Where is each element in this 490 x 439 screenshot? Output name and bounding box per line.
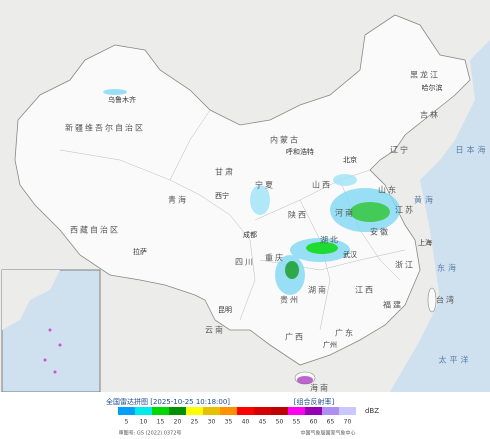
province-label: 广东 [335, 328, 355, 338]
province-label: 新疆维吾尔自治区 [65, 123, 145, 133]
inset-islands [43, 328, 62, 374]
province-label: 宁夏 [255, 180, 275, 190]
approval-number: 审图号: GS (2022) 0372号 [119, 430, 182, 437]
province-label: 浙江 [395, 260, 415, 270]
city-label: 广州 [323, 340, 337, 349]
scale-label: 50 [276, 419, 284, 426]
province-label: 重庆 [265, 253, 285, 263]
province-label: 福建 [383, 300, 403, 310]
scale-label: 30 [208, 419, 216, 426]
sea-label: 日本海 [456, 145, 489, 155]
scale-swatch [254, 407, 271, 415]
color-scale: 5 10 15 20 25 30 35 40 45 50 55 60 65 70 [118, 407, 356, 426]
scale-label: 25 [191, 419, 199, 426]
province-label: 台湾 [436, 295, 456, 305]
scale-label: 10 [140, 419, 148, 426]
province-label: 辽宁 [390, 145, 410, 155]
scale-swatch [220, 407, 237, 415]
scale-swatch [186, 407, 203, 415]
city-label: 西宁 [215, 191, 229, 200]
scale-label: 70 [344, 419, 352, 426]
taiwan [427, 287, 437, 313]
province-label: 西藏自治区 [70, 225, 120, 235]
inset-land [2, 270, 60, 330]
scale-label: 65 [327, 419, 335, 426]
radar-echo [103, 89, 400, 384]
scale-swatch [135, 407, 152, 415]
scale-label: 60 [310, 419, 318, 426]
province-label: 江西 [355, 286, 375, 295]
province-label: 甘肃 [215, 167, 235, 177]
city-label: 昆明 [218, 306, 232, 314]
sea-label: 黄海 [414, 195, 436, 205]
china-outline [14, 14, 471, 366]
scale-label: 15 [157, 419, 165, 426]
province-label: 黑龙江 [410, 70, 440, 80]
city-label: 北京 [343, 155, 357, 164]
legend-product: [组合反射率] [294, 397, 335, 406]
province-label: 湖南 [308, 285, 328, 295]
scale-swatch [118, 407, 135, 415]
legend-unit: dBZ [365, 407, 379, 415]
scale-label: 20 [174, 419, 182, 426]
province-label: 山西 [312, 180, 332, 190]
scale-swatch [152, 407, 169, 415]
province-label: 山东 [378, 185, 398, 195]
scale-label: 35 [225, 419, 233, 426]
province-label: 安徽 [370, 227, 390, 237]
province-label: 广西 [285, 332, 305, 342]
scale-swatch [305, 407, 322, 415]
province-label: 贵州 [280, 295, 300, 305]
sea-label: 东海 [437, 263, 459, 273]
legend-title: 全国雷达拼图 [2025-10-25 10:18:00] [106, 397, 230, 406]
scale-label: 5 [125, 419, 129, 426]
city-label: 拉萨 [133, 247, 147, 256]
scale-label: 40 [242, 419, 250, 426]
scale-swatch [237, 407, 254, 415]
scale-label: 55 [293, 419, 301, 426]
province-label: 海南 [310, 383, 330, 393]
scale-swatch [169, 407, 186, 415]
scale-swatch [322, 407, 339, 415]
province-label: 四川 [235, 258, 255, 267]
province-label: 内蒙古 [270, 135, 300, 145]
scale-swatch [271, 407, 288, 415]
city-label: 乌鲁木齐 [108, 95, 136, 104]
city-label: 上海 [418, 238, 432, 247]
legend-panel [0, 392, 490, 439]
scale-swatch [288, 407, 305, 415]
city-label: 呼和浩特 [286, 147, 314, 156]
scale-swatch [339, 407, 356, 415]
province-label: 江苏 [395, 205, 415, 215]
scale-swatch [203, 407, 220, 415]
province-label: 青海 [168, 195, 188, 205]
province-label: 湖北 [320, 236, 340, 245]
sea-label: 太平洋 [439, 355, 472, 365]
province-label: 云南 [205, 325, 225, 335]
scale-label: 45 [259, 419, 267, 426]
province-label: 河南 [335, 208, 355, 218]
province-label: 陕西 [288, 210, 308, 220]
province-label: 吉林 [420, 110, 440, 120]
city-label: 成都 [243, 230, 257, 239]
city-label: 哈尔滨 [422, 83, 443, 92]
city-label: 武汉 [343, 250, 357, 259]
agency: 中国气象局国家气象中心 [300, 430, 355, 437]
